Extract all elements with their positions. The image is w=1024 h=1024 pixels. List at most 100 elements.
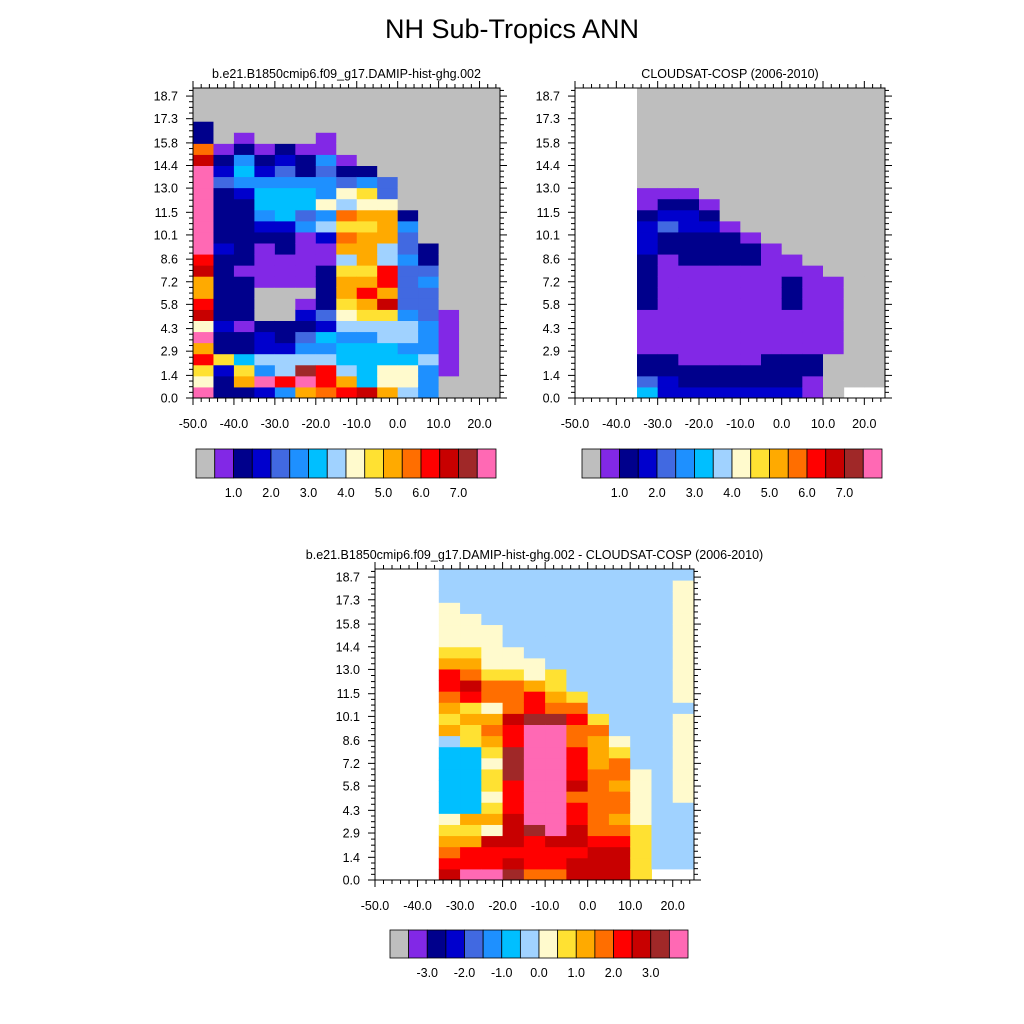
heatmap-cell (397, 364, 419, 377)
heatmap-cell (651, 757, 674, 770)
heatmap-cell (802, 243, 824, 255)
heatmap-cell (699, 287, 721, 299)
heatmap-cell (672, 591, 695, 603)
heatmap-cell (459, 276, 481, 288)
y-tick-label: 8.6 (343, 734, 360, 748)
heatmap-cell (719, 99, 741, 111)
heatmap-cell (678, 88, 700, 100)
heatmap-cell (608, 680, 631, 692)
heatmap-cell (781, 198, 803, 211)
heatmap-cell (587, 813, 610, 825)
heatmap-cell (479, 342, 501, 355)
heatmap-cell (336, 165, 358, 178)
heatmap-cell (213, 121, 235, 133)
heatmap-cell (823, 198, 845, 211)
heatmap-cell (864, 364, 886, 377)
heatmap-cell (213, 154, 235, 166)
heatmap-cell (479, 132, 501, 144)
heatmap-cell (651, 646, 674, 659)
heatmap-cell (587, 768, 610, 781)
heatmap-cell (657, 320, 679, 333)
heatmap-cell (336, 176, 358, 189)
heatmap-cell (315, 342, 337, 355)
colorbar-swatch (251, 448, 272, 479)
x-tick-label: -30.0 (643, 417, 672, 431)
y-tick-label: 2.9 (343, 827, 360, 841)
heatmap-cell (438, 99, 460, 111)
y-tick-label: 15.8 (336, 618, 360, 632)
heatmap-cell (781, 254, 803, 266)
heatmap-cell (761, 143, 783, 155)
heatmap-cell (523, 813, 546, 825)
heatmap-cell (802, 132, 824, 144)
x-tick-label: -30.0 (446, 899, 475, 913)
heatmap-cell (213, 320, 235, 333)
heatmap-cell (823, 375, 845, 388)
heatmap-cell (637, 165, 659, 178)
heatmap-cell (608, 791, 631, 803)
heatmap-cell (672, 857, 695, 870)
heatmap-cell (523, 846, 546, 859)
heatmap-cell (213, 176, 235, 189)
heatmap-cell (566, 580, 589, 592)
heatmap-cell (502, 746, 525, 759)
heatmap-cell (502, 857, 525, 870)
heatmap-cell (823, 364, 845, 377)
heatmap-cell (459, 386, 481, 399)
heatmap-cell (651, 591, 674, 603)
heatmap-cell (719, 143, 741, 155)
heatmap-cell (823, 386, 845, 399)
heatmap-cell (864, 143, 886, 155)
heatmap-cell (459, 209, 481, 222)
heatmap-cell (678, 331, 700, 344)
heatmap-cell (213, 386, 235, 399)
heatmap-cell (254, 231, 276, 244)
heatmap-cell (802, 331, 824, 344)
y-tick-label: 7.2 (343, 757, 360, 771)
heatmap-cell (481, 713, 504, 725)
heatmap-cell (295, 143, 317, 155)
heatmap-cell (459, 154, 481, 166)
heatmap-cell (843, 309, 865, 321)
heatmap-cell (193, 88, 214, 100)
heatmap-cell (587, 602, 610, 614)
heatmap-cell (864, 165, 886, 178)
heatmap-cell (637, 287, 659, 299)
heatmap-cell (657, 364, 679, 377)
heatmap-cell (608, 657, 631, 670)
heatmap-cell (864, 243, 886, 255)
heatmap-cell (719, 265, 741, 277)
heatmap-cell (479, 320, 501, 333)
y-tick-label: 2.9 (543, 345, 560, 359)
heatmap-cell (315, 287, 337, 299)
heatmap-cell (781, 99, 803, 111)
heatmap-cell (460, 746, 482, 759)
heatmap-cell (274, 121, 296, 133)
heatmap-cell (397, 342, 419, 355)
heatmap-cell (336, 198, 358, 211)
heatmap-cell (761, 99, 783, 111)
heatmap-cell (545, 680, 567, 692)
heatmap-cell (719, 110, 741, 122)
heatmap-cell (823, 298, 845, 310)
heatmap-cell (672, 668, 695, 681)
heatmap-cell (213, 187, 235, 200)
heatmap-cell (587, 702, 610, 714)
heatmap-cell (193, 375, 214, 388)
heatmap-cell (608, 624, 631, 637)
heatmap-cell (761, 386, 783, 399)
heatmap-cell (545, 635, 567, 648)
heatmap-cell (608, 868, 631, 881)
heatmap-cell (699, 187, 721, 200)
heatmap-cell (479, 154, 501, 166)
heatmap-cell (843, 254, 865, 266)
heatmap-cell (637, 154, 659, 166)
heatmap-cell (438, 702, 461, 714)
heatmap-cell (678, 143, 700, 155)
colorbar-swatch (668, 929, 689, 959)
heatmap-cell (630, 857, 652, 870)
heatmap-cell (761, 342, 783, 355)
heatmap-cell (864, 287, 886, 299)
heatmap-cell (193, 154, 214, 166)
heatmap-cell (678, 121, 700, 133)
